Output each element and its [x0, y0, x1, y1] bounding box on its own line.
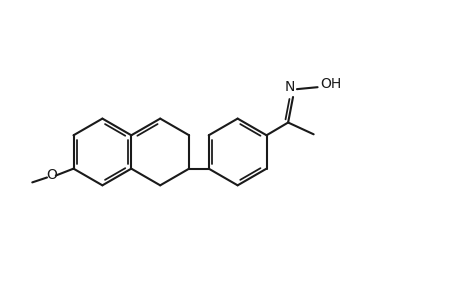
Text: O: O	[46, 167, 57, 182]
Text: OH: OH	[320, 77, 341, 91]
Text: N: N	[284, 80, 295, 94]
